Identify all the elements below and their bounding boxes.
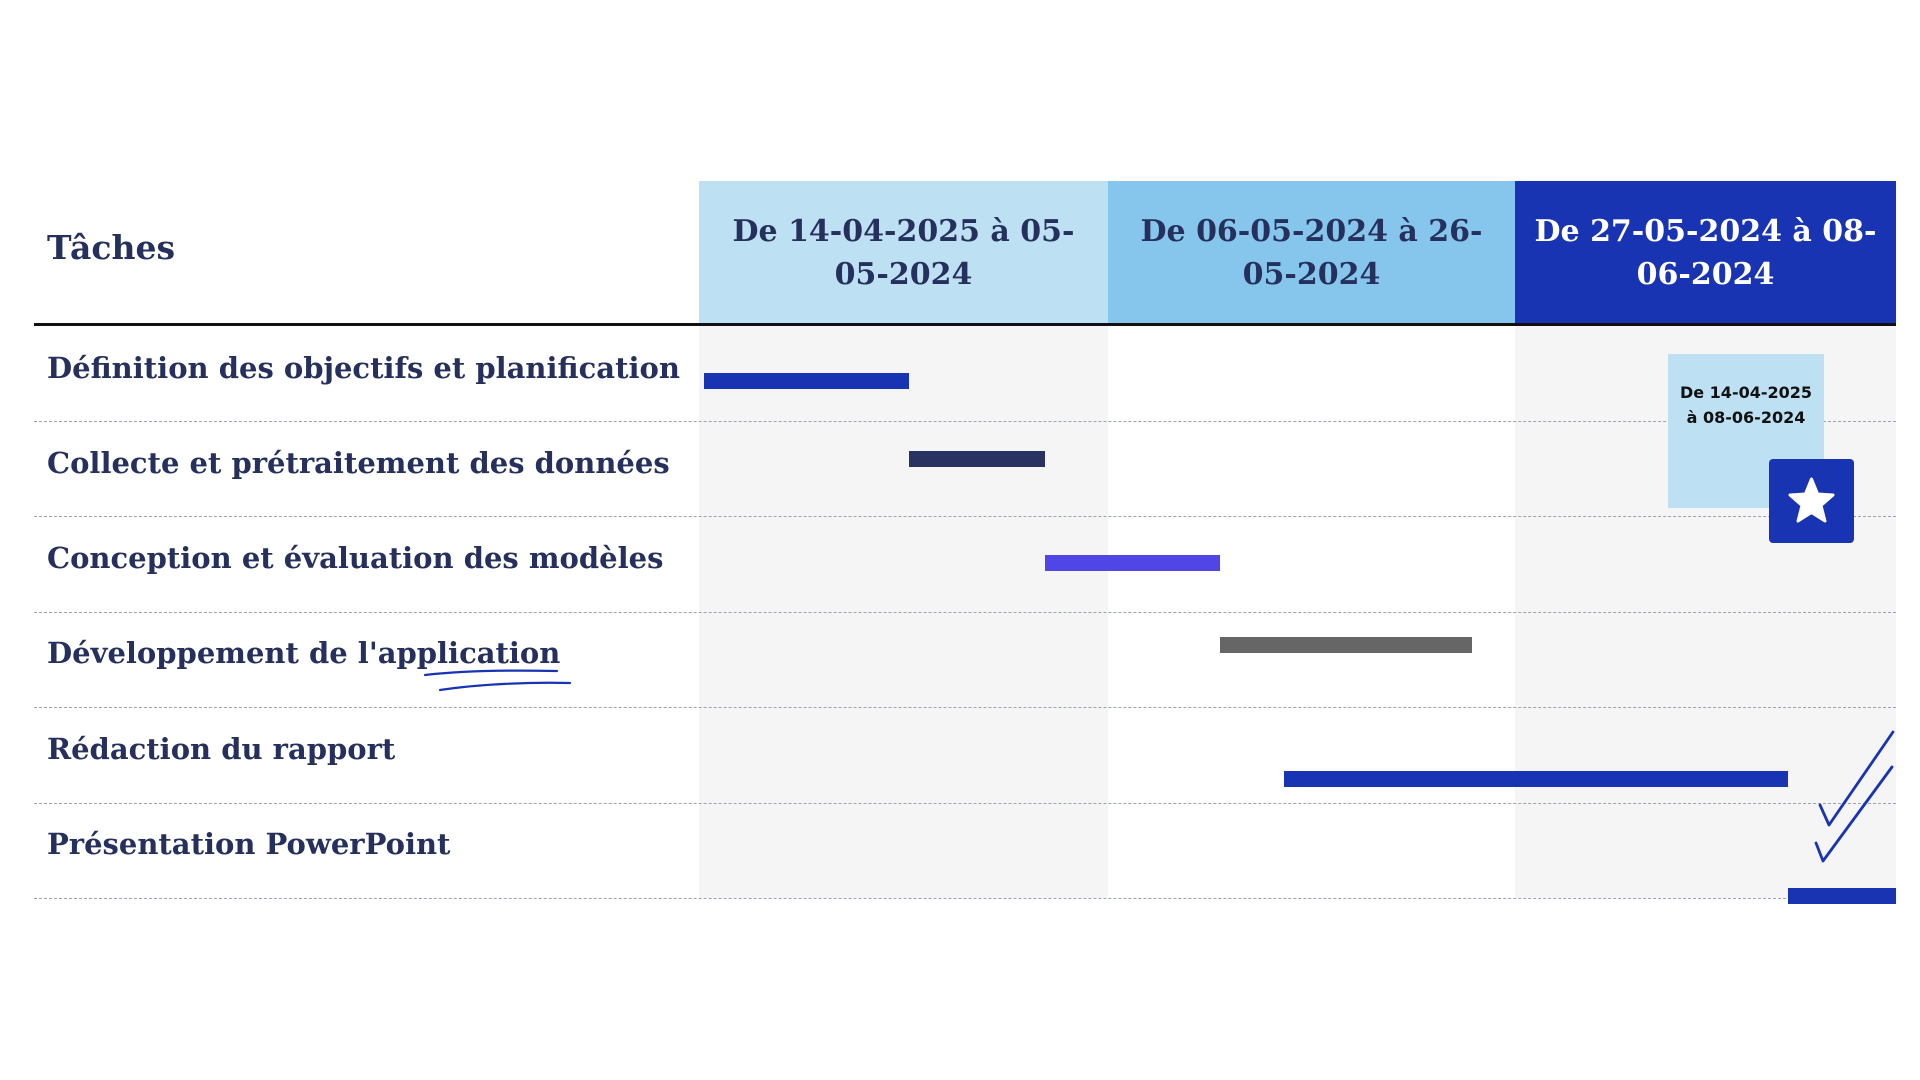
date-range-note-text: De 14-04-2025 à 08-06-2024 bbox=[1668, 380, 1824, 430]
task-label-6: Présentation PowerPoint bbox=[47, 827, 451, 861]
row-separator bbox=[34, 707, 1896, 708]
period-header-1-label: De 14-04-2025 à 05-05-2024 bbox=[732, 214, 1075, 292]
period-header-3: De 27-05-2024 à 08-06-2024 bbox=[1515, 181, 1896, 325]
scribble-underline-icon bbox=[423, 669, 572, 692]
row-separator bbox=[34, 612, 1896, 613]
header-divider bbox=[34, 323, 1896, 326]
note-line-1: De 14-04-2025 bbox=[1679, 383, 1813, 402]
task-label-2: Collecte et prétraitement des données bbox=[47, 446, 670, 480]
task-label-5: Rédaction du rapport bbox=[47, 732, 396, 766]
tasks-column-header: Tâches bbox=[47, 228, 176, 267]
row-separator bbox=[34, 421, 1896, 422]
star-badge bbox=[1769, 459, 1854, 543]
task-label-1: Définition des objectifs et planificatio… bbox=[47, 351, 680, 385]
period-header-3-label: De 27-05-2024 à 08-06-2024 bbox=[1534, 214, 1877, 292]
row-separator bbox=[34, 803, 1896, 804]
gantt-bar-task-3 bbox=[1045, 555, 1220, 571]
gantt-bar-task-5 bbox=[1284, 771, 1788, 787]
period-header-1: De 14-04-2025 à 05-05-2024 bbox=[699, 181, 1108, 325]
gantt-bar-task-2 bbox=[909, 451, 1045, 467]
star-icon bbox=[1788, 477, 1835, 523]
task-label-4: Développement de l'application bbox=[47, 636, 561, 670]
row-separator bbox=[34, 898, 1896, 899]
task-label-3: Conception et évaluation des modèles bbox=[47, 541, 664, 575]
period-header-2: De 06-05-2024 à 26-05-2024 bbox=[1108, 181, 1515, 325]
gantt-bar-task-6 bbox=[1788, 888, 1896, 904]
period-header-2-label: De 06-05-2024 à 26-05-2024 bbox=[1140, 214, 1483, 292]
double-check-icon bbox=[1814, 730, 1895, 863]
note-line-2: à 08-06-2024 bbox=[1686, 408, 1806, 427]
row-separator bbox=[34, 516, 1896, 517]
gantt-bar-task-1 bbox=[704, 373, 909, 389]
gantt-bar-task-4 bbox=[1220, 637, 1472, 653]
